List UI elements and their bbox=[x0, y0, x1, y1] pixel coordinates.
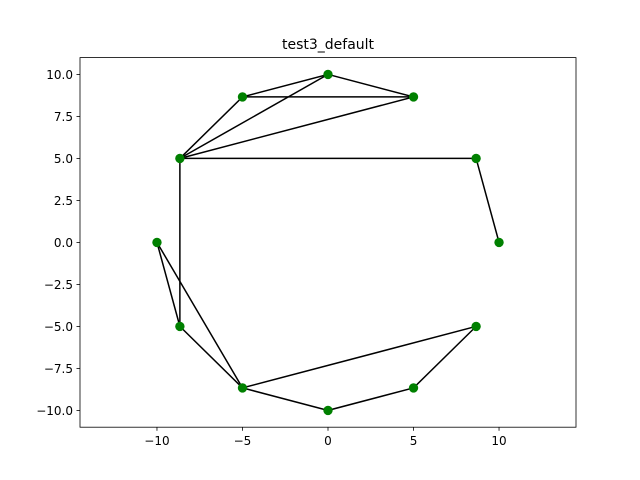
graph-node bbox=[323, 69, 333, 80]
graph-edge bbox=[412, 325, 478, 389]
graph-node bbox=[237, 92, 248, 102]
y-tick-label: −10.0 bbox=[36, 404, 73, 418]
graph-edge bbox=[327, 386, 415, 412]
graph-edge bbox=[241, 386, 329, 412]
graph-node bbox=[408, 92, 419, 102]
y-tick-label: −2.5 bbox=[44, 278, 73, 292]
graph-edge bbox=[241, 73, 329, 98]
x-tick-label: −5 bbox=[234, 434, 252, 448]
graph-node bbox=[494, 237, 504, 248]
graph-node bbox=[237, 383, 248, 393]
graph-edge bbox=[241, 325, 478, 389]
chart-title: test3_default bbox=[282, 37, 375, 53]
nodes-layer bbox=[152, 69, 504, 416]
graph-edge bbox=[178, 73, 330, 160]
graph-node bbox=[152, 237, 162, 248]
x-tick-label: 0 bbox=[324, 434, 332, 448]
x-tick-label: 10 bbox=[491, 434, 506, 448]
graph-edge bbox=[178, 325, 244, 389]
graph-node bbox=[471, 321, 481, 332]
x-axis-ticks: −10 −5 0 5 10 bbox=[144, 427, 507, 448]
graph-edge bbox=[178, 95, 415, 160]
graph-edge bbox=[155, 241, 244, 389]
y-tick-label: 10.0 bbox=[46, 68, 73, 82]
graph-edge bbox=[156, 241, 181, 328]
y-tick-label: −7.5 bbox=[44, 362, 73, 376]
graph-edge bbox=[327, 73, 415, 98]
y-tick-label: 7.5 bbox=[54, 110, 73, 124]
graph-edge bbox=[475, 157, 500, 244]
graph-node bbox=[175, 153, 185, 164]
x-tick-label: −10 bbox=[144, 434, 169, 448]
graph-node bbox=[408, 383, 419, 393]
y-tick-label: 0.0 bbox=[54, 236, 73, 250]
x-tick-label: 5 bbox=[410, 434, 418, 448]
graph-edge bbox=[178, 95, 244, 160]
y-tick-label: 5.0 bbox=[54, 152, 73, 166]
graph-node bbox=[471, 153, 481, 164]
graph-node bbox=[175, 321, 185, 332]
y-tick-label: −5.0 bbox=[44, 320, 73, 334]
y-axis-ticks: −10.0 −7.5 −5.0 −2.5 0.0 2.5 5.0 7.5 10.0 bbox=[36, 68, 80, 418]
y-tick-label: 2.5 bbox=[54, 194, 73, 208]
graph-node bbox=[323, 405, 333, 416]
edges-layer bbox=[155, 73, 500, 412]
